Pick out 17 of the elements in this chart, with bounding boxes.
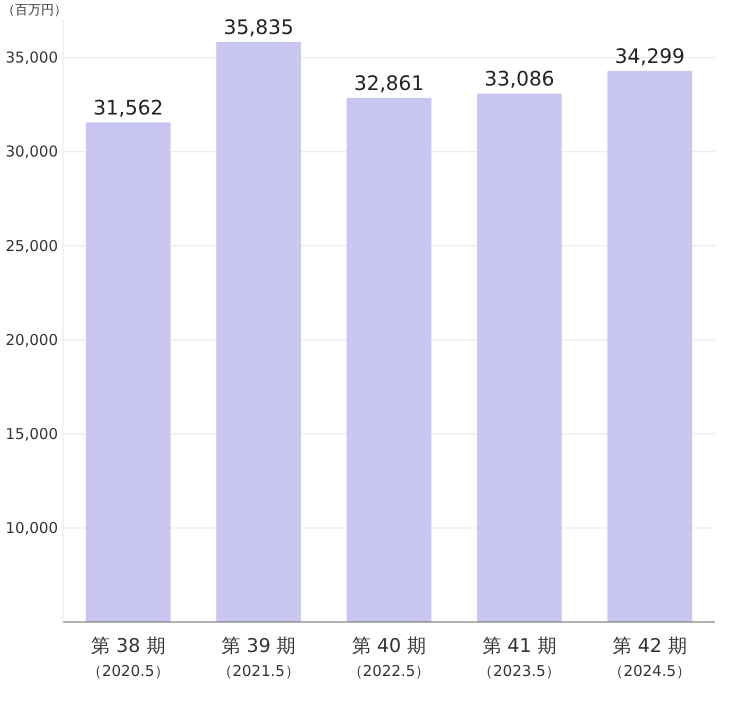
data-label: 35,835 <box>224 14 294 39</box>
x-tick-label: 第 39 期（2021.5） <box>217 635 300 680</box>
y-axis-title: （百万円） <box>2 3 67 18</box>
data-label: 34,299 <box>614 44 685 68</box>
y-tick-label: 25,000 <box>6 236 58 255</box>
y-tick-label: 10,000 <box>6 518 58 537</box>
data-label: 32,861 <box>354 70 424 95</box>
data-label: 33,086 <box>484 66 554 91</box>
y-tick-label: 15,000 <box>6 424 58 443</box>
x-tick-label: 第 42 期（2024.5） <box>608 635 692 680</box>
x-tick-label: 第 40 期（2022.5） <box>348 635 430 680</box>
data-label: 31,562 <box>93 95 164 120</box>
y-tick-label: 35,000 <box>6 48 58 67</box>
y-tick-label: 20,000 <box>6 330 58 349</box>
x-tick-label: 第 38 期（2020.5） <box>86 635 170 680</box>
x-tick-label: 第 41 期（2023.5） <box>478 635 561 680</box>
y-tick-label: 30,000 <box>6 142 58 161</box>
